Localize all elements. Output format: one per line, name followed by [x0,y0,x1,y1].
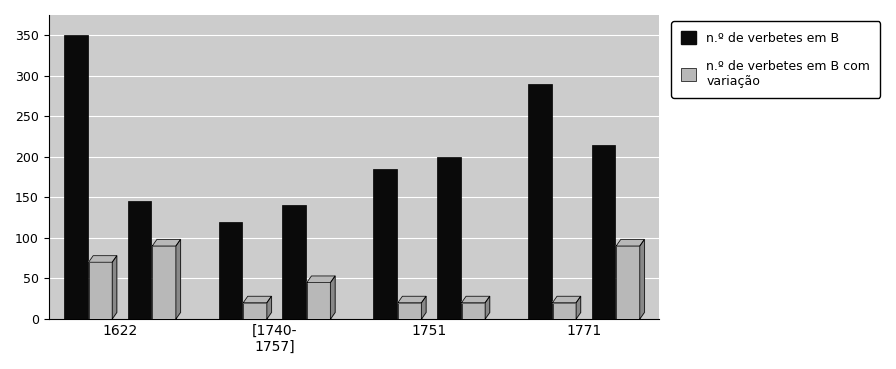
Polygon shape [331,276,335,319]
Bar [553,303,576,319]
Polygon shape [243,296,271,303]
Bar [89,262,112,319]
Bar [398,303,421,319]
Bar [437,157,461,319]
Bar [591,145,616,319]
Polygon shape [89,256,116,262]
Polygon shape [616,239,644,246]
Polygon shape [176,239,180,319]
Polygon shape [267,296,271,319]
Bar [219,222,242,319]
Polygon shape [576,296,581,319]
Bar [128,201,151,319]
Bar [374,169,397,319]
Bar [152,246,176,319]
Bar [461,303,486,319]
Legend: n.º de verbetes em B, n.º de verbetes em B com
variação: n.º de verbetes em B, n.º de verbetes em… [671,21,880,98]
Polygon shape [307,276,335,282]
Polygon shape [152,239,180,246]
Bar [528,84,552,319]
Bar [616,246,640,319]
Polygon shape [461,296,490,303]
Bar [243,303,267,319]
Bar [282,206,306,319]
Polygon shape [421,296,426,319]
Polygon shape [640,239,644,319]
Bar [64,35,88,319]
Polygon shape [112,256,116,319]
Polygon shape [486,296,490,319]
Polygon shape [553,296,581,303]
Bar [307,282,331,319]
Polygon shape [398,296,426,303]
